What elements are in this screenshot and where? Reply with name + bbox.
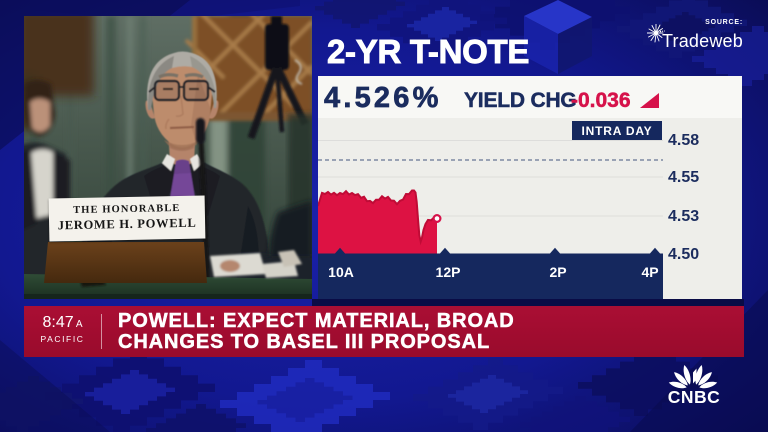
svg-text:4P: 4P: [641, 264, 658, 280]
svg-text:12P: 12P: [436, 264, 461, 280]
svg-text:2P: 2P: [549, 264, 566, 280]
svg-text:10A: 10A: [328, 264, 354, 280]
svg-text:CNBC: CNBC: [668, 387, 721, 405]
